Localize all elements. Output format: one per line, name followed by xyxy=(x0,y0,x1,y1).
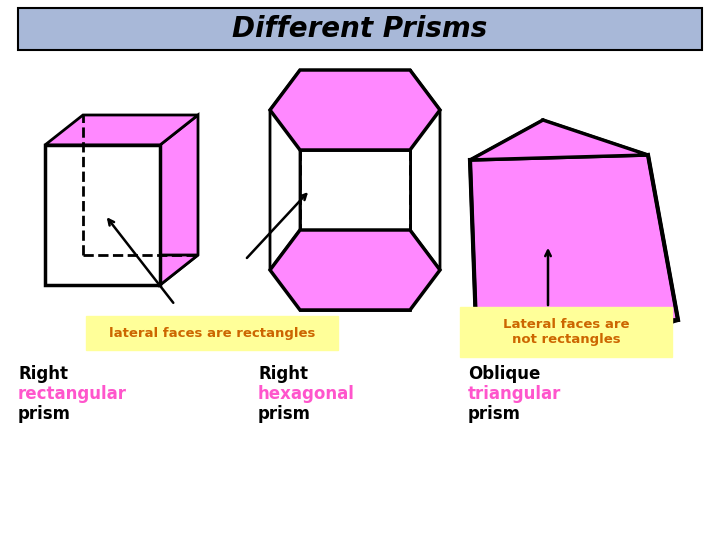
Text: Different Prisms: Different Prisms xyxy=(233,15,487,43)
Polygon shape xyxy=(45,145,160,285)
Polygon shape xyxy=(470,120,578,355)
Polygon shape xyxy=(470,155,678,325)
Polygon shape xyxy=(543,120,678,355)
FancyBboxPatch shape xyxy=(460,307,672,357)
Polygon shape xyxy=(410,70,440,270)
Text: hexagonal: hexagonal xyxy=(258,385,355,403)
Polygon shape xyxy=(476,320,678,355)
Polygon shape xyxy=(300,150,410,310)
Polygon shape xyxy=(270,70,300,270)
Text: rectangular: rectangular xyxy=(18,385,127,403)
Text: triangular: triangular xyxy=(468,385,562,403)
Text: Lateral faces are
not rectangles: Lateral faces are not rectangles xyxy=(503,318,629,346)
Polygon shape xyxy=(470,120,648,160)
Text: prism: prism xyxy=(468,405,521,423)
Text: Right: Right xyxy=(258,365,308,383)
Polygon shape xyxy=(300,70,410,230)
FancyBboxPatch shape xyxy=(86,316,338,350)
Text: prism: prism xyxy=(258,405,311,423)
Polygon shape xyxy=(270,70,440,150)
Text: lateral faces are rectangles: lateral faces are rectangles xyxy=(109,327,315,340)
FancyBboxPatch shape xyxy=(18,8,702,50)
Text: Right: Right xyxy=(18,365,68,383)
Polygon shape xyxy=(45,115,198,145)
Polygon shape xyxy=(160,115,198,285)
Text: prism: prism xyxy=(18,405,71,423)
Polygon shape xyxy=(270,230,440,310)
Polygon shape xyxy=(45,255,198,285)
Text: Oblique: Oblique xyxy=(468,365,541,383)
